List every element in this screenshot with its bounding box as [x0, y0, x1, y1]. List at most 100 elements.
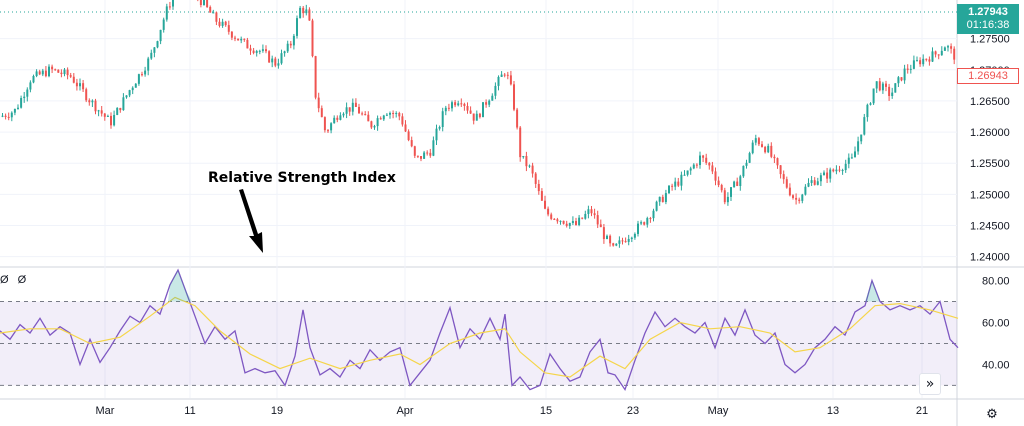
candle-body	[280, 53, 283, 64]
candle-body	[215, 12, 218, 22]
candle-body	[702, 155, 705, 158]
candle	[51, 64, 54, 74]
candle-body	[382, 115, 385, 120]
candle-body	[943, 47, 946, 51]
candle	[420, 156, 422, 162]
candle	[265, 45, 267, 54]
candle	[540, 188, 543, 201]
candle	[407, 129, 410, 142]
candle	[66, 67, 69, 80]
candle	[503, 72, 506, 78]
candle-body	[410, 140, 413, 147]
candle	[671, 183, 674, 191]
candle-body	[333, 117, 336, 124]
candle-body	[792, 195, 794, 198]
candle	[528, 164, 531, 168]
candle-body	[547, 208, 550, 215]
time-tick-label: Mar	[96, 405, 115, 417]
candle-body	[311, 20, 314, 57]
price-tick-label: 1.27500	[970, 34, 1010, 46]
candle-body	[48, 66, 50, 77]
candle-body	[230, 31, 233, 38]
candle	[950, 43, 953, 54]
candle	[395, 111, 398, 118]
rsi-annotation-arrow	[239, 189, 263, 253]
candle-body	[97, 110, 100, 112]
candles[interactable]	[1, 0, 956, 248]
candle-body	[500, 74, 503, 77]
candle-body	[844, 163, 847, 171]
candle-body	[664, 193, 667, 203]
candle	[590, 205, 593, 217]
candle-body	[354, 102, 357, 107]
candle-body	[75, 82, 78, 87]
candle-body	[255, 51, 258, 53]
candle	[26, 87, 29, 102]
candle-body	[525, 155, 528, 167]
candle	[593, 208, 596, 219]
candle	[289, 40, 292, 49]
time-tick-label: 19	[271, 405, 283, 417]
candle	[354, 98, 357, 108]
settings-button[interactable]: ⚙	[983, 405, 1001, 423]
axes: 1.275001.270001.265001.260001.255001.250…	[96, 34, 1010, 417]
candle	[888, 83, 891, 101]
candle	[330, 122, 333, 134]
candle	[116, 107, 119, 116]
candle-body	[671, 185, 674, 187]
candle-body	[159, 29, 162, 42]
candle-body	[469, 110, 472, 114]
candle-body	[686, 170, 689, 175]
candle	[475, 110, 478, 121]
candle-body	[367, 114, 370, 122]
candle-body	[265, 49, 267, 52]
candle-body	[305, 9, 308, 14]
candle	[618, 236, 621, 248]
candle	[323, 116, 326, 133]
candle	[485, 99, 488, 108]
candle-body	[912, 60, 915, 69]
candle-body	[615, 243, 618, 246]
candle-body	[888, 86, 891, 96]
candle-body	[726, 196, 729, 203]
candle	[776, 157, 779, 169]
candle-body	[17, 107, 19, 109]
candle	[94, 98, 97, 115]
candle-body	[398, 112, 401, 117]
candle-body	[165, 6, 168, 20]
candle-body	[246, 39, 249, 49]
candle-body	[361, 113, 364, 115]
candle	[826, 167, 829, 183]
candle	[274, 56, 277, 68]
candle-body	[203, 0, 205, 5]
candle	[624, 237, 627, 243]
scroll-to-realtime-button[interactable]: »	[919, 373, 941, 395]
candle-body	[463, 103, 466, 106]
candle	[553, 218, 556, 221]
candle	[454, 99, 457, 108]
candle	[711, 161, 714, 175]
candle-body	[206, 0, 209, 8]
candle	[460, 98, 463, 108]
candle-body	[438, 127, 441, 129]
candle-body	[823, 172, 825, 176]
candle-body	[271, 58, 274, 63]
candle	[197, 0, 199, 2]
candle	[308, 7, 311, 21]
candle	[609, 234, 612, 247]
rsi-lines[interactable]	[0, 268, 959, 392]
candle	[75, 78, 78, 91]
candle-body	[953, 48, 956, 60]
candle-body	[816, 181, 819, 185]
candle-body	[4, 115, 7, 117]
candle-body	[847, 157, 850, 164]
rsi-indicator-values: Ø Ø	[0, 274, 26, 286]
time-tick-label: May	[708, 405, 729, 417]
rsi-line	[0, 268, 959, 392]
candle	[280, 49, 283, 65]
candle	[637, 220, 639, 237]
candle	[788, 183, 791, 197]
candle-body	[426, 152, 429, 154]
candle	[237, 38, 240, 41]
